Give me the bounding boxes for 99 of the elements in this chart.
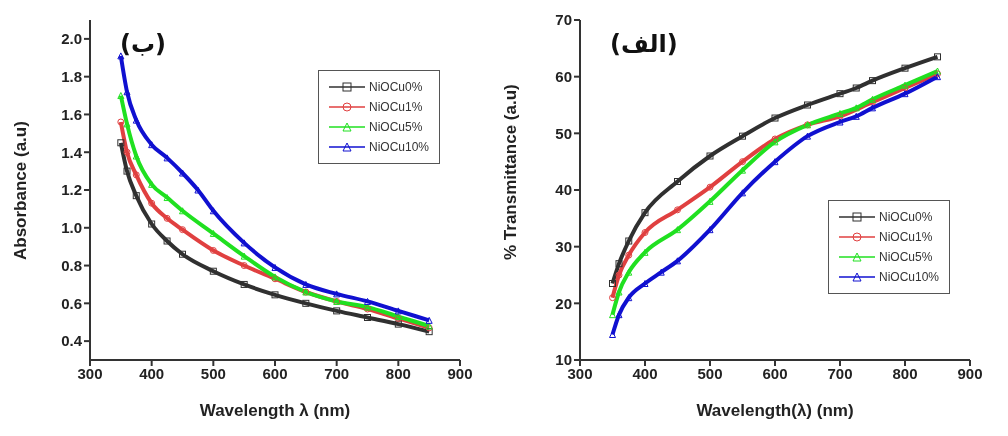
y-tick-label: 40 (555, 181, 572, 199)
point (163, 237, 171, 245)
point (394, 320, 402, 328)
legend-label: NiOCu0% (878, 210, 933, 224)
point (739, 132, 746, 140)
point (852, 84, 860, 92)
point (132, 192, 140, 200)
y-tick-label: 1.0 (61, 219, 82, 237)
point (934, 53, 941, 61)
point (117, 118, 125, 126)
point (869, 77, 876, 85)
y-tick-label: 20 (555, 294, 572, 312)
point (163, 214, 171, 222)
legend-label: NiOCu5% (368, 120, 423, 134)
y-tick-label: 1.8 (61, 67, 82, 85)
point (674, 206, 681, 214)
point (148, 220, 156, 228)
point (771, 114, 779, 122)
point (901, 90, 909, 98)
point (625, 237, 633, 245)
x-tick-label: 400 (632, 364, 658, 382)
legend-label: NiOCu5% (878, 250, 933, 264)
annotation: (الف) (610, 30, 678, 58)
point (302, 299, 310, 307)
x-tick-label: 800 (892, 364, 918, 382)
point (641, 229, 649, 236)
y-axis-title: Absorbance (a.u) (11, 121, 31, 260)
x-tick-label: 600 (262, 364, 288, 382)
point (901, 64, 909, 72)
point (804, 101, 811, 109)
point (625, 294, 633, 302)
annotation: (ب) (120, 30, 167, 58)
point (148, 199, 156, 207)
point (364, 297, 371, 305)
point (179, 250, 186, 258)
point (117, 92, 125, 100)
point (852, 104, 860, 112)
point (615, 260, 623, 268)
legend-label: NiOCu10% (878, 270, 939, 284)
x-tick-label: 700 (324, 364, 350, 382)
point (333, 290, 341, 298)
point (123, 148, 131, 156)
point (194, 186, 202, 194)
legend-label: NiOCu10% (368, 140, 429, 154)
y-tick-label: 0.8 (61, 256, 82, 274)
x-axis-title: Wavelength λ (nm) (199, 401, 351, 420)
point (706, 152, 714, 160)
point (123, 167, 131, 175)
x-axis-title: Wavelength(λ) (nm) (696, 401, 854, 420)
point (117, 139, 125, 147)
point (706, 183, 714, 191)
point (333, 307, 341, 315)
legend-label: NiOCu1% (878, 230, 933, 244)
point (132, 171, 140, 179)
y-tick-label: 1.6 (61, 105, 82, 123)
x-tick-label: 800 (385, 364, 411, 382)
x-tick-label: 700 (827, 364, 853, 382)
point (209, 207, 217, 215)
point (674, 257, 681, 265)
y-tick-label: 50 (555, 124, 572, 142)
y-axis-title: % Transmittance (a.u) (501, 84, 521, 260)
y-tick-label: 1.2 (61, 181, 82, 199)
y-tick-label: 60 (555, 67, 572, 85)
point (209, 267, 217, 275)
point (179, 207, 186, 215)
y-tick-label: 70 (555, 11, 572, 29)
point (302, 280, 310, 288)
point (641, 209, 649, 217)
x-tick-label: 300 (77, 364, 103, 382)
y-tick-label: 1.4 (61, 143, 83, 161)
point (609, 294, 616, 302)
x-tick-label: 400 (139, 364, 165, 382)
point (425, 316, 433, 324)
y-tick-label: 2.0 (61, 30, 82, 48)
legend-label: NiOCu1% (368, 100, 423, 114)
y-tick-label: 0.4 (61, 332, 83, 350)
point (739, 158, 746, 166)
point (609, 331, 616, 338)
point (739, 189, 746, 197)
point (804, 132, 811, 140)
point (271, 291, 279, 299)
point (836, 90, 844, 98)
point (179, 226, 186, 234)
point (240, 280, 248, 288)
x-tick-label: 900 (447, 364, 473, 382)
y-tick-label: 0.6 (61, 294, 82, 312)
point (394, 307, 402, 315)
x-tick-label: 500 (697, 364, 723, 382)
x-tick-label: 600 (762, 364, 788, 382)
x-tick-label: 900 (957, 364, 983, 382)
point (625, 251, 633, 259)
point (209, 246, 217, 254)
legend-label: NiOCu0% (368, 80, 423, 94)
x-tick-label: 500 (200, 364, 226, 382)
y-tick-label: 30 (555, 237, 572, 255)
point (179, 169, 186, 177)
point (852, 112, 860, 120)
point (836, 118, 844, 126)
point (869, 104, 876, 112)
